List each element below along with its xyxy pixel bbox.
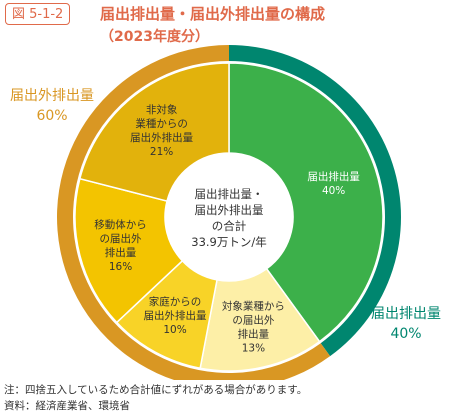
slice-label: 16% — [109, 261, 132, 273]
notes: 注：四捨五入しているため合計値にずれがある場合があります。 資料：経済産業省、環… — [4, 382, 307, 414]
slice-label: 21% — [150, 146, 173, 158]
slice-label: の届出外 — [232, 313, 274, 326]
figure-number-badge: 図 5-1-2 — [5, 3, 71, 25]
slice-label: 排出量 — [238, 327, 270, 340]
slice-label: 届出排出量 — [307, 170, 360, 183]
note-source: 資料：経済産業省、環境省 — [4, 400, 130, 412]
center-label: 33.9万トン/年 — [191, 235, 266, 249]
center-label: 届出外排出量 — [195, 203, 264, 217]
center-label: の合計 — [212, 219, 247, 233]
slice-label: 移動体から — [94, 218, 147, 231]
outer-ring-segment — [229, 45, 401, 357]
slice-label: 届出外排出量 — [144, 309, 207, 322]
outer-ring-label: 届出排出量 — [371, 306, 441, 322]
outer-ring-label: 届出外排出量 — [10, 88, 94, 104]
center-label: 届出排出量・ — [195, 187, 264, 201]
outer-ring-percent: 40% — [390, 326, 421, 342]
note-rounding: 注：四捨五入しているため合計値にずれがある場合があります。 — [4, 384, 308, 396]
slice-label: の届出外 — [100, 232, 142, 245]
donut-chart: 届出排出量40%対象業種からの届出外排出量13%家庭からの届出外排出量10%移動… — [10, 45, 441, 380]
slice-label: 13% — [242, 342, 265, 354]
slice-label: 届出外排出量 — [130, 131, 193, 144]
slice-label: 対象業種から — [222, 299, 285, 312]
slice-label: 非対象 — [146, 103, 178, 116]
donut-hole — [165, 153, 293, 281]
slice-label: 排出量 — [105, 246, 137, 259]
slice-label: 業種からの — [135, 117, 188, 130]
chart-title: 届出排出量・届出外排出量の構成 — [100, 5, 326, 23]
slice-label: 家庭からの — [149, 295, 202, 308]
chart-subtitle: （2023年度分） — [100, 29, 209, 45]
slice-label: 40% — [322, 185, 345, 197]
outer-ring-percent: 60% — [36, 108, 67, 124]
slice-label: 10% — [163, 324, 186, 336]
